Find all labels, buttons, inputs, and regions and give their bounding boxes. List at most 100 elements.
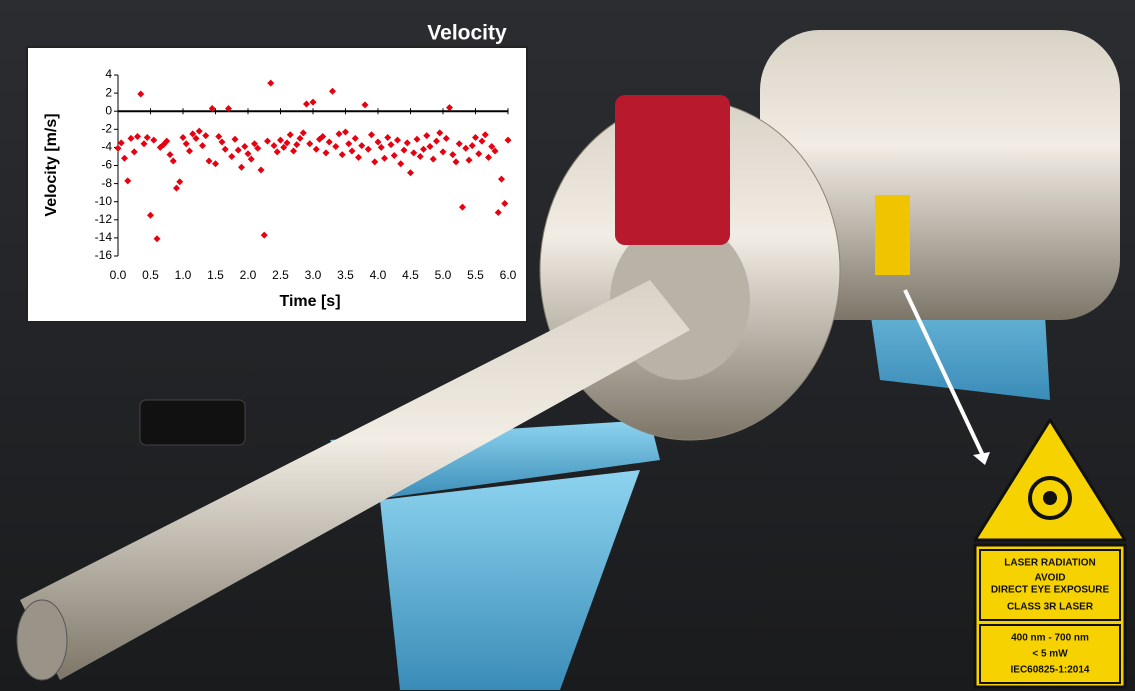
handle <box>139 399 246 446</box>
point <box>462 144 470 152</box>
sign-line: < 5 mW <box>1032 649 1068 660</box>
point <box>195 127 203 135</box>
x-axis-label: Time [s] <box>279 293 340 310</box>
point <box>202 132 210 140</box>
point <box>485 153 492 161</box>
point <box>358 142 366 150</box>
point <box>364 145 372 153</box>
point <box>322 149 330 157</box>
point <box>251 140 258 148</box>
y-tick-label: -14 <box>95 230 113 244</box>
point <box>455 140 463 148</box>
point <box>442 134 450 142</box>
point <box>371 158 379 166</box>
point <box>137 90 145 98</box>
x-tick-label: 5.0 <box>435 268 452 282</box>
y-tick-label: -10 <box>95 194 113 208</box>
point <box>182 140 190 148</box>
point <box>384 133 392 141</box>
point <box>374 138 382 146</box>
point <box>163 137 171 145</box>
point <box>494 209 502 217</box>
point <box>420 145 427 153</box>
point <box>176 178 184 186</box>
point <box>504 136 512 144</box>
x-tick-label: 4.5 <box>402 268 419 282</box>
point <box>436 129 444 137</box>
point <box>221 145 229 153</box>
point <box>468 142 476 150</box>
point <box>361 101 369 109</box>
point <box>143 133 151 141</box>
x-tick-label: 6.0 <box>500 268 517 282</box>
warning-sign <box>973 418 1127 689</box>
point <box>238 163 245 171</box>
y-axis-label: Velocity [m/s] <box>43 113 60 216</box>
point <box>387 141 395 149</box>
point <box>381 154 388 162</box>
point <box>114 144 122 152</box>
y-tick-label: -12 <box>95 212 113 226</box>
y-tick-label: -16 <box>95 248 113 262</box>
point <box>394 136 401 144</box>
point <box>192 134 200 142</box>
point <box>296 134 304 142</box>
point <box>501 200 509 208</box>
arrow-head <box>973 452 990 465</box>
point <box>478 137 486 145</box>
point <box>153 235 161 243</box>
x-tick-label: 5.5 <box>467 268 484 282</box>
point <box>244 150 252 158</box>
point <box>325 138 333 146</box>
laser-body <box>16 30 1120 681</box>
y-tick-label: 2 <box>105 85 112 99</box>
point <box>407 169 414 177</box>
point <box>215 133 223 141</box>
point <box>449 151 457 159</box>
x-tick-label: 4.0 <box>370 268 387 282</box>
point <box>283 139 291 147</box>
point <box>472 133 479 141</box>
point <box>309 98 317 106</box>
point <box>416 152 424 160</box>
x-tick-label: 2.0 <box>240 268 257 282</box>
point <box>413 135 421 143</box>
point <box>345 140 353 148</box>
point <box>150 136 158 144</box>
point <box>208 104 216 112</box>
point <box>426 142 434 150</box>
point <box>498 175 505 183</box>
point <box>166 151 174 159</box>
arrow <box>903 289 987 461</box>
point <box>332 142 340 150</box>
sign-line: LASER RADIATION <box>1004 558 1095 569</box>
point <box>459 203 466 211</box>
point <box>351 134 359 142</box>
point <box>348 147 356 155</box>
point <box>264 137 271 145</box>
point <box>481 131 489 139</box>
chart-panel <box>26 46 528 323</box>
point <box>267 79 275 87</box>
point <box>446 104 453 112</box>
y-tick-label: 0 <box>105 103 112 117</box>
point <box>410 149 418 157</box>
point <box>140 140 148 148</box>
point <box>299 129 307 137</box>
point <box>212 160 219 168</box>
point <box>377 143 385 151</box>
point <box>290 147 297 155</box>
sign-line: DIRECT EYE EXPOSURE <box>991 585 1110 596</box>
point <box>121 154 128 162</box>
x-tick-label: 0.5 <box>142 268 159 282</box>
point <box>439 148 447 156</box>
y-tick-label: -8 <box>101 176 112 190</box>
point <box>254 144 262 152</box>
point <box>225 104 232 112</box>
point <box>488 142 496 150</box>
point <box>277 136 284 144</box>
point <box>134 133 141 141</box>
point <box>475 150 483 158</box>
point <box>338 151 346 159</box>
point <box>117 139 125 147</box>
